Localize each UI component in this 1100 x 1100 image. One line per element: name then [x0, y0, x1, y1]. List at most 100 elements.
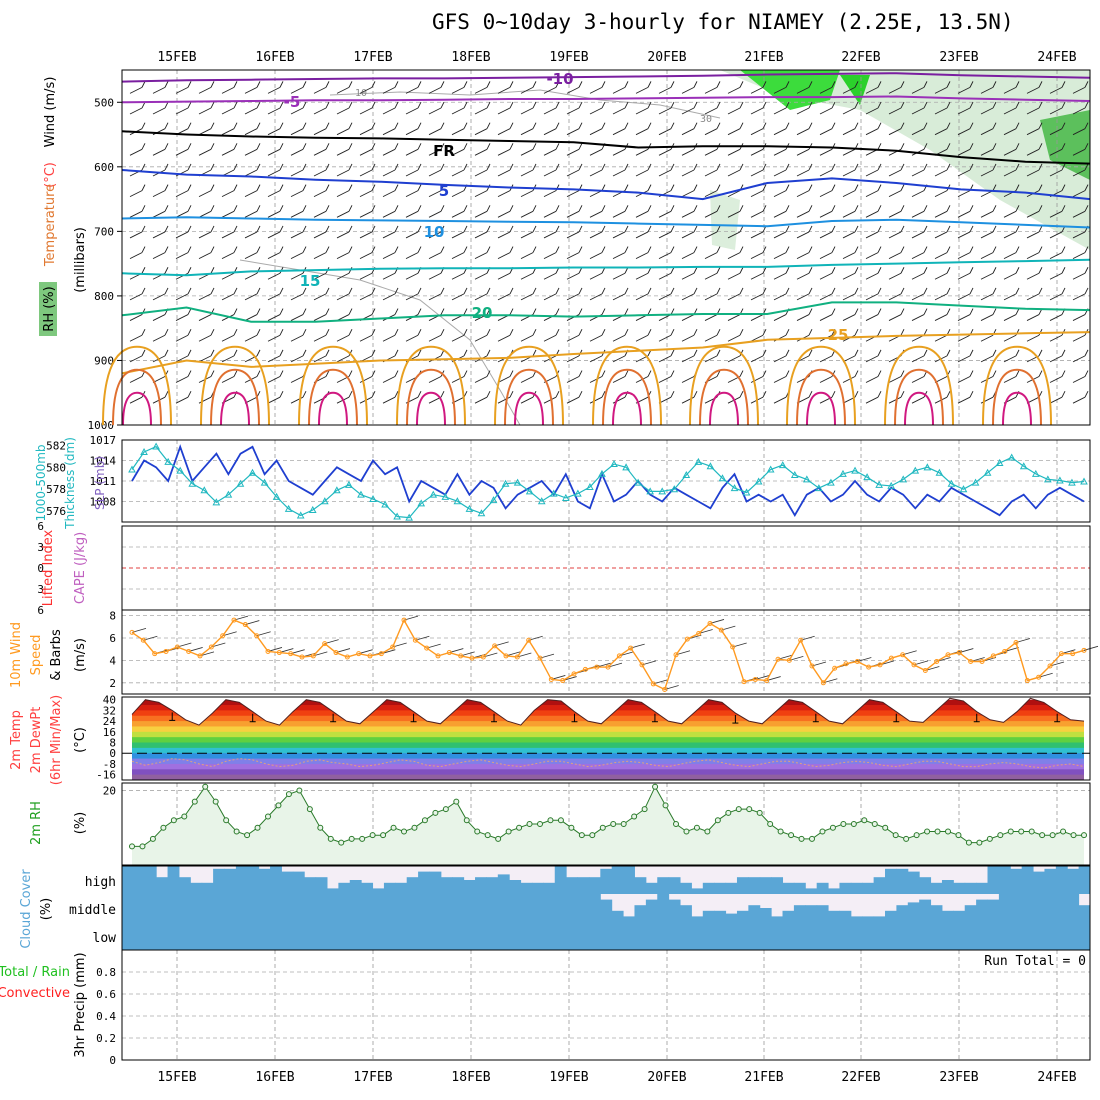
wind-barb	[1049, 396, 1063, 404]
wind-barb	[164, 329, 169, 336]
cloud-bar-high	[600, 868, 613, 894]
wind-barb	[187, 81, 192, 88]
thickness-marker	[320, 497, 329, 505]
wind-barb	[129, 293, 143, 301]
cloud-bar-middle	[554, 894, 567, 922]
wind-barb	[601, 163, 606, 171]
wind-barb	[359, 334, 373, 342]
wind-barb	[290, 86, 304, 94]
cloud-bar-middle	[759, 908, 772, 922]
y-tick-label-li: 0	[37, 562, 44, 575]
wind-barb	[325, 205, 330, 212]
cloud-bar-middle	[1021, 894, 1034, 922]
wind-barb	[1003, 231, 1017, 239]
cloud-bar-high	[338, 882, 351, 894]
wind-barb	[888, 252, 902, 260]
wind-barb	[647, 205, 652, 212]
wind-barb	[428, 210, 442, 218]
wind-barb	[923, 163, 928, 171]
wind-barb	[233, 370, 238, 377]
wind-barb	[244, 86, 258, 94]
wind-barb	[716, 329, 721, 336]
wind10-marker	[911, 662, 917, 668]
wind-barb	[727, 107, 741, 115]
wind-barb	[831, 122, 836, 129]
wind-barb	[900, 122, 905, 129]
wind-barb	[371, 246, 376, 253]
wind-barb	[808, 349, 813, 357]
wind-barb	[589, 148, 603, 156]
thickness-marker	[296, 511, 305, 519]
wind-barb	[647, 81, 652, 88]
wind-barb	[233, 143, 238, 150]
wind-barb	[210, 184, 215, 191]
thickness-marker	[718, 474, 727, 482]
wind-barb	[888, 210, 902, 218]
wind-barb	[1049, 355, 1063, 363]
wind-barb	[911, 107, 925, 115]
wind-barb	[831, 205, 836, 212]
wind-barb	[785, 370, 790, 377]
cloud-bar-low	[122, 922, 1090, 950]
cloud-bar-high	[304, 877, 317, 894]
thickness-marker	[260, 478, 269, 486]
wind-barb	[727, 355, 741, 363]
wind-barb	[1038, 184, 1043, 191]
rh2m-marker	[212, 798, 219, 805]
wind-barb	[290, 107, 304, 115]
wind-barb	[831, 287, 836, 295]
cloud-bar-high	[133, 866, 146, 894]
wind-barb	[980, 293, 994, 301]
cloud-bar-high	[372, 888, 385, 894]
wind-barb	[681, 376, 695, 383]
wind-barb	[267, 107, 281, 115]
wind-barb	[670, 81, 675, 88]
wind-barb	[463, 308, 468, 315]
cloud-bar-middle	[224, 894, 237, 922]
cloud-bar-high	[657, 877, 670, 894]
wind-barb	[290, 128, 304, 136]
wind-barb	[428, 190, 442, 198]
wind-barb	[520, 334, 534, 342]
wind-barb	[1038, 349, 1043, 357]
wind-barb	[727, 334, 741, 342]
wind-barb	[394, 163, 399, 171]
cloud-bar-high	[771, 877, 784, 894]
wind-barb	[658, 210, 672, 218]
wind-barb	[394, 390, 399, 398]
wind-barb	[980, 128, 994, 136]
wind-barb	[325, 101, 330, 109]
thickness-marker	[236, 479, 245, 487]
wind-barb	[520, 231, 534, 239]
wind-barb	[819, 86, 833, 94]
wind-barb	[152, 190, 166, 198]
cloud-level-label: middle	[69, 903, 116, 918]
wind-barb	[831, 101, 836, 109]
wind10-marker	[220, 633, 226, 639]
wind-barb	[750, 190, 764, 198]
wind-barb	[302, 101, 307, 109]
wind-barb	[267, 231, 281, 239]
rh2m-marker	[306, 806, 313, 813]
cloud-bar-high	[281, 871, 294, 894]
wind-barb	[957, 334, 971, 342]
wind-barb	[233, 122, 238, 129]
ylabel-temperature: Temperature	[43, 184, 58, 267]
wind-barb	[405, 86, 419, 94]
wind-barb	[969, 143, 974, 150]
wind-barb	[762, 81, 767, 88]
wind-barb	[578, 225, 583, 233]
x-tick-label-bottom: 16FEB	[255, 1070, 294, 1085]
wind10-marker	[412, 637, 418, 643]
wind-barb	[1084, 184, 1089, 191]
wind-barb	[509, 287, 514, 295]
wind-barb	[842, 86, 856, 94]
wind-barb	[704, 210, 718, 218]
wind-barb	[750, 210, 764, 218]
wind-barb	[497, 231, 511, 239]
wind-barb	[900, 163, 905, 171]
wind-barb	[371, 308, 376, 315]
wind-barb	[842, 272, 856, 280]
cloud-bar-middle	[156, 894, 169, 922]
thickness-marker	[405, 513, 414, 521]
